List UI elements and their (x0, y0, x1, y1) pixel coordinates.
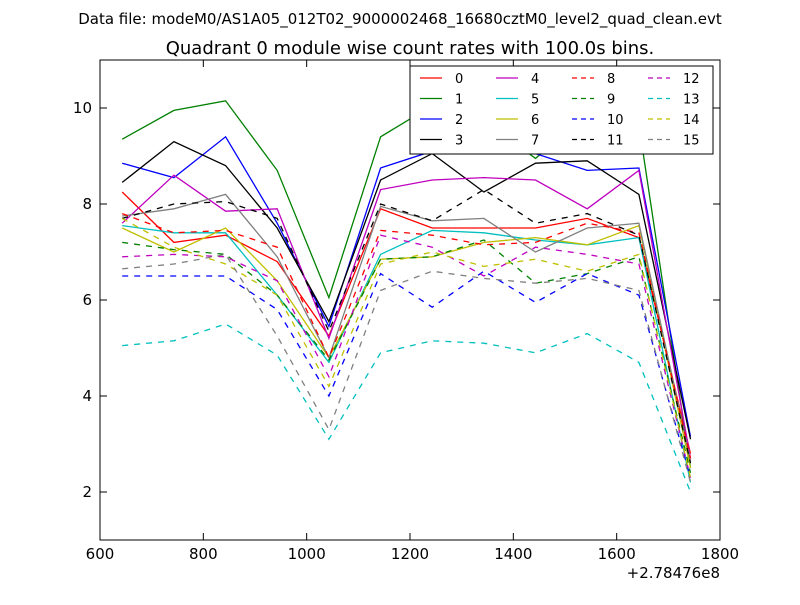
series-line-5 (122, 224, 692, 483)
series-line-0 (121, 191, 692, 454)
legend-label-12: 12 (683, 72, 700, 87)
x-tick-label: 1000 (288, 545, 326, 563)
legend-label-10: 10 (607, 113, 624, 128)
x-tick-label: 800 (189, 545, 218, 563)
chart-title: Quadrant 0 module wise count rates with … (166, 38, 655, 59)
series-line-15 (122, 253, 692, 483)
legend-label-14: 14 (683, 113, 700, 128)
x-tick-label: 1800 (701, 545, 739, 563)
x-tick-label: 600 (86, 545, 115, 563)
legend-label-2: 2 (455, 113, 463, 128)
legend-label-3: 3 (455, 134, 463, 149)
y-tick-label: 6 (82, 291, 92, 309)
legend-label-0: 0 (455, 72, 463, 87)
legend-label-6: 6 (531, 113, 539, 128)
x-tick-label: 1600 (598, 545, 636, 563)
series-line-12 (122, 234, 692, 478)
y-tick-label: 8 (82, 195, 92, 213)
y-tick-label: 2 (82, 483, 92, 501)
legend-box (409, 65, 714, 155)
plot-area (121, 100, 692, 493)
x-tick-label: 1200 (391, 545, 429, 563)
series-line-7 (122, 193, 692, 461)
legend-label-15: 15 (683, 134, 700, 149)
series-line-10 (122, 270, 692, 478)
legend-label-13: 13 (683, 93, 700, 108)
series-line-9 (122, 239, 692, 473)
series-line-13 (122, 323, 692, 493)
y-tick-label: 10 (73, 99, 92, 117)
series-line-8 (121, 212, 692, 459)
series-line-11 (122, 188, 692, 464)
series-line-3 (121, 140, 692, 440)
legend-label-9: 9 (607, 93, 615, 108)
legend-label-7: 7 (531, 134, 539, 149)
legend-label-8: 8 (607, 72, 615, 87)
legend-label-11: 11 (607, 134, 624, 149)
series-line-4 (121, 169, 692, 459)
y-tick-label: 4 (82, 387, 92, 405)
legend-label-1: 1 (455, 93, 463, 108)
x-axis-offset-label: +2.78476e8 (627, 564, 720, 582)
x-tick-label: 1400 (494, 545, 532, 563)
figure-suptitle: Data file: modeM0/AS1A05_012T02_90000024… (78, 10, 722, 29)
series-line-2 (122, 135, 692, 437)
legend-label-5: 5 (531, 93, 539, 108)
series-line-1 (121, 100, 692, 469)
legend-label-4: 4 (531, 72, 539, 87)
series-line-6 (121, 224, 692, 469)
